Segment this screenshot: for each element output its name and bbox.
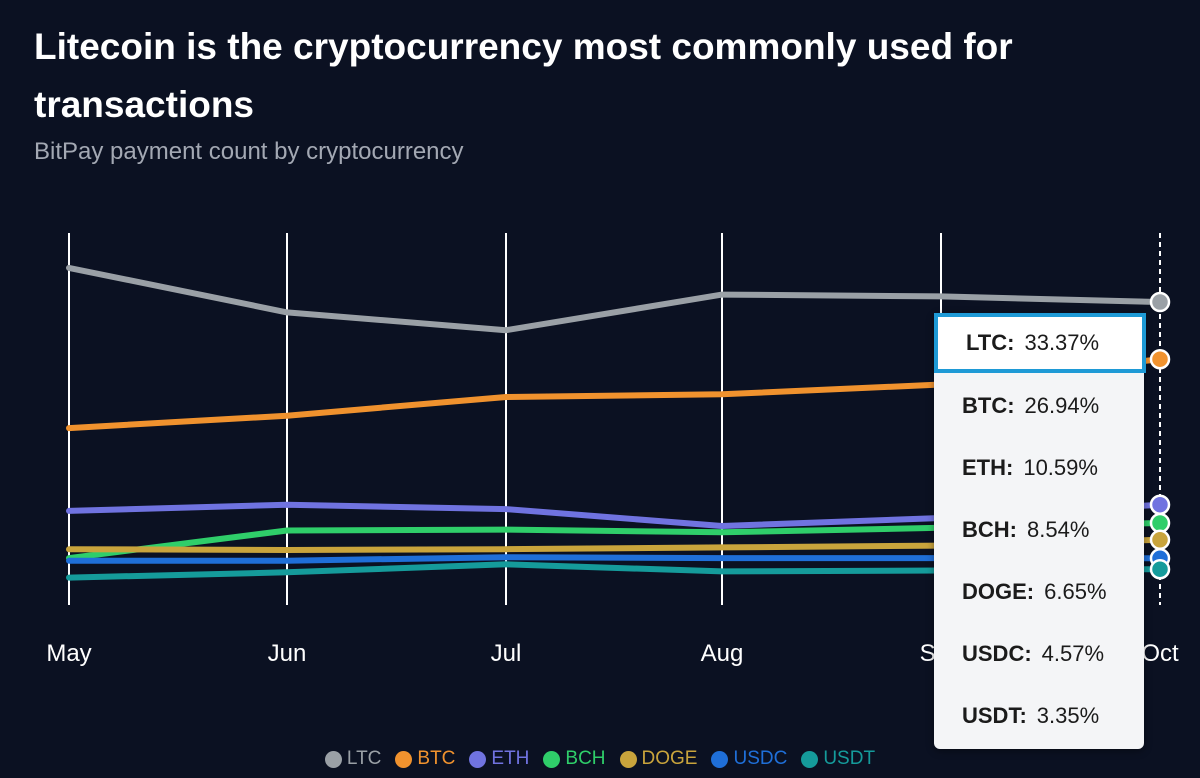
legend-item-btc[interactable]: BTC: [395, 748, 455, 770]
x-tick-label: Aug: [701, 640, 744, 667]
legend-dot-icon: [395, 750, 413, 768]
legend-label: ETH: [491, 748, 530, 769]
tooltip-value: 8.54%: [1027, 517, 1090, 542]
point-marker-btc[interactable]: [1149, 348, 1171, 370]
legend-item-doge[interactable]: DOGE: [619, 748, 698, 770]
legend-item-eth[interactable]: ETH: [469, 748, 529, 770]
legend-dot-icon: [711, 750, 729, 768]
tooltip-value: 6.65%: [1044, 579, 1107, 604]
tooltip: LTC: 33.37% BTC: 26.94% ETH: 10.59% BCH: 8.54% D…: [934, 313, 1146, 749]
point-marker-doge[interactable]: [1149, 529, 1171, 551]
tooltip-series-name: BCH:: [962, 517, 1017, 542]
tooltip-value: 26.94%: [1024, 393, 1100, 418]
x-tick-label: Oct: [1141, 640, 1179, 667]
tooltip-series-name: USDC:: [962, 641, 1032, 666]
tooltip-series-name: USDT:: [962, 703, 1027, 728]
legend-dot-icon: [619, 750, 637, 768]
tooltip-series-name: ETH:: [962, 455, 1014, 480]
tooltip-value: 3.35%: [1036, 703, 1100, 728]
point-marker-eth[interactable]: [1149, 494, 1171, 515]
legend-item-usdt[interactable]: USDT: [801, 748, 875, 770]
tooltip-row: BTC: 26.94%: [934, 375, 1144, 437]
x-tick-label: Jun: [268, 640, 307, 667]
legend-label: USDC: [733, 748, 788, 769]
marker-layer: [1149, 291, 1171, 580]
legend-item-ltc[interactable]: LTC: [324, 748, 382, 770]
legend-label: DOGE: [641, 748, 698, 769]
x-tick-label: Jul: [491, 640, 522, 667]
legend-label: BCH: [565, 748, 606, 769]
tooltip-row: ETH: 10.59%: [934, 437, 1144, 499]
tooltip-series-name: LTC:: [966, 330, 1015, 355]
legend-label: BTC: [417, 748, 456, 769]
point-marker-usdt[interactable]: [1149, 558, 1171, 580]
legend-label: USDT: [823, 748, 876, 769]
tooltip-row: BCH: 8.54%: [934, 499, 1144, 561]
series-line-ltc: [66, 264, 1163, 334]
chart-title: Litecoin is the cryptocurrency most comm…: [34, 26, 1013, 125]
point-marker-ltc[interactable]: [1149, 291, 1171, 313]
tooltip-row: DOGE: 6.65%: [934, 561, 1144, 623]
tooltip-row: USDT: 3.35%: [934, 685, 1144, 747]
legend-dot-icon: [543, 750, 561, 768]
tooltip-value: 4.57%: [1041, 641, 1105, 666]
tooltip-value: 10.59%: [1023, 455, 1098, 480]
chart-subtitle: BitPay payment count by cryptocurrency: [34, 138, 464, 165]
x-tick-label: May: [46, 640, 91, 667]
tooltip-value: 33.37%: [1024, 330, 1100, 355]
point-marker-bch[interactable]: [1149, 512, 1171, 534]
tooltip-series-name: BTC:: [962, 393, 1015, 418]
legend-dot-icon: [324, 750, 342, 768]
legend-item-bch[interactable]: BCH: [543, 748, 606, 770]
legend-dot-icon: [801, 750, 819, 768]
legend: LTC BTC ETH BCH DOGE USDC USDT: [0, 748, 1200, 770]
tooltip-row: LTC: 33.37%: [934, 313, 1146, 373]
tooltip-series-name: DOGE:: [962, 579, 1035, 604]
legend-label: LTC: [346, 748, 382, 769]
tooltip-row: USDC: 4.57%: [934, 623, 1144, 685]
legend-item-usdc[interactable]: USDC: [711, 748, 787, 770]
legend-dot-icon: [469, 750, 487, 768]
